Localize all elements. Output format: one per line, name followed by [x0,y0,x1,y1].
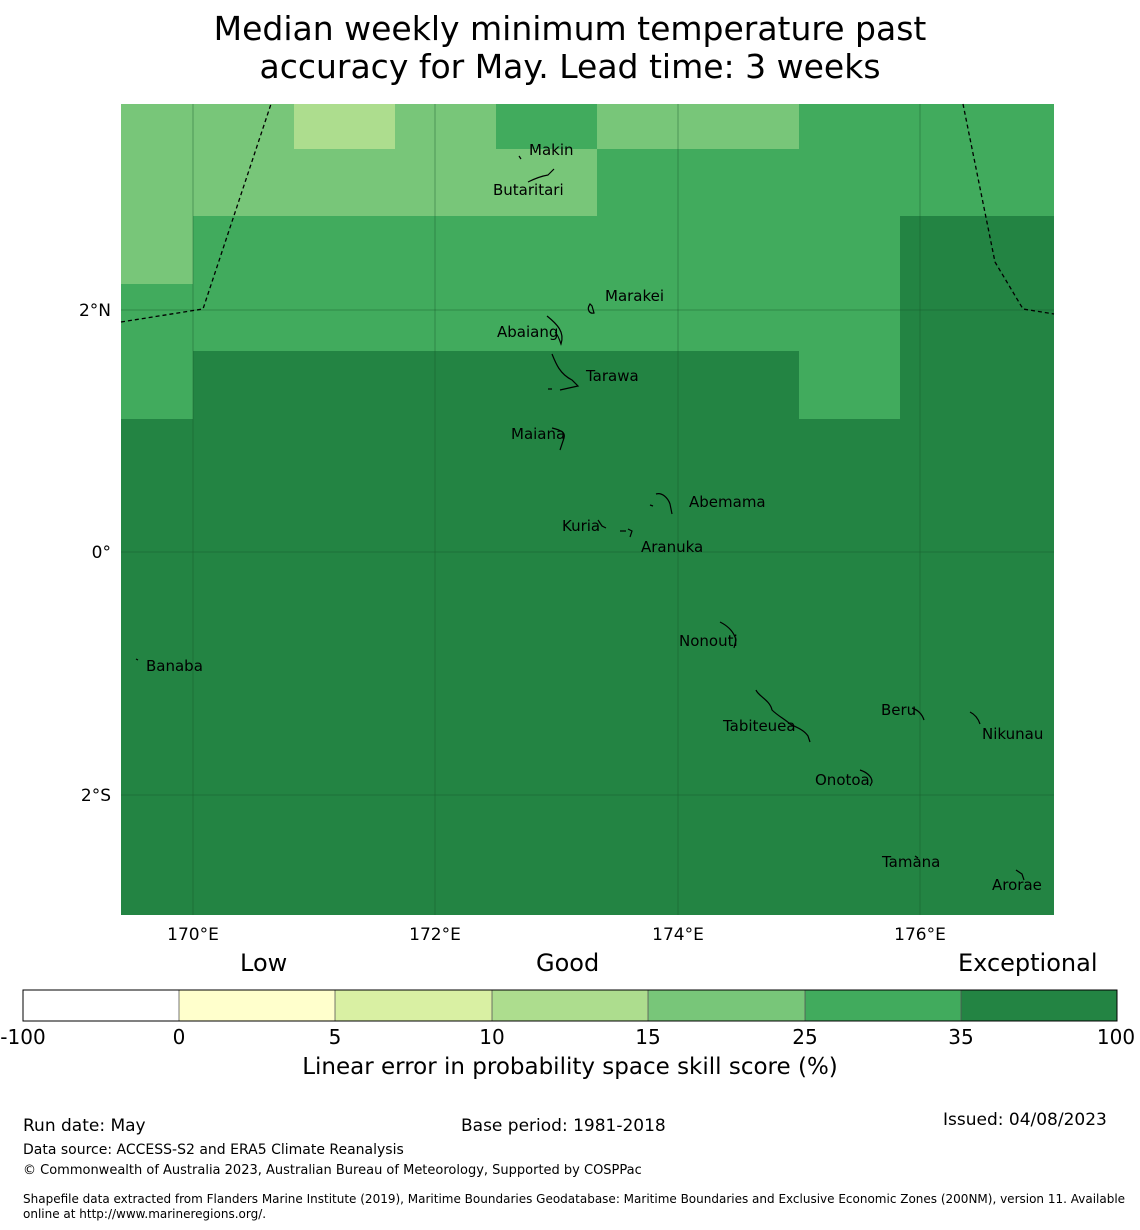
lat-label: 2°N [79,301,111,321]
place-label: Tabiteuea [722,717,796,735]
place-label: Makin [529,141,574,159]
colorbar-segment [961,990,1117,1021]
place-label: Abemama [689,493,766,511]
place-label: Abaiang [497,323,558,341]
colorbar-segment [648,990,805,1021]
eez-boundaries [120,103,1055,323]
map-title: Median weekly minimum temperature past a… [0,10,1140,86]
place-label: Aranuka [641,538,703,556]
lon-label: 170°E [167,925,219,945]
shapefile-credit-line-1: Shapefile data extracted from Flanders M… [23,1192,1126,1206]
category-low: Low [240,949,288,977]
place-label: Onotoa [815,771,870,789]
colorbar-tick: 35 [948,1025,974,1049]
lon-label: 172°E [409,925,461,945]
colorbar-tick: 15 [635,1025,661,1049]
colorbar-tick: -100 [0,1025,46,1049]
run-date: Run date: May [23,1116,146,1136]
data-source: Data source: ACCESS-S2 and ERA5 Climate … [23,1142,404,1158]
place-label: Beru [881,701,916,719]
place-label: Nonouti [679,632,738,650]
colorbar-tick: 25 [792,1025,818,1049]
colorbar-tick: 0 [172,1025,186,1049]
issued-date: Issued: 04/08/2023 [943,1110,1107,1130]
colorbar-segment [23,990,179,1021]
skill-grid [121,104,1054,915]
place-label: Arorae [992,876,1042,894]
colorbar-label: Linear error in probability space skill … [302,1054,838,1080]
title-line-2: accuracy for May. Lead time: 3 weeks [259,47,881,86]
place-label: Kuria [562,517,600,535]
shapefile-credit-line-2: online at http://www.marineregions.org/. [23,1207,267,1221]
category-good: Good [536,949,600,977]
category-exceptional: Exceptional [958,949,1098,977]
lon-label: 176°E [894,925,946,945]
colorbar-segment [335,990,492,1021]
colorbar-segment [805,990,961,1021]
place-label: Butaritari [493,181,564,199]
atoll-outlines [135,155,1025,881]
lat-label: 2°S [81,786,111,806]
axis-labels: 2°N 0° 2°S 170°E 172°E 174°E 176°E [79,301,946,945]
place-labels: Makin Butaritari Marakei Abaiang Tarawa … [146,141,1043,894]
colorbar-segment [179,990,335,1021]
colorbar-tick: 5 [328,1025,342,1049]
base-period: Base period: 1981-2018 [461,1116,666,1136]
place-label: Banaba [146,657,203,675]
colorbar-tick: 10 [479,1025,505,1049]
place-label: Maiana [511,425,565,443]
colorbar [22,989,1118,1022]
copyright: © Commonwealth of Australia 2023, Austra… [23,1163,642,1178]
place-label: Nikunau [982,725,1043,743]
lon-label: 174°E [652,925,704,945]
place-label: Marakei [605,287,664,305]
colorbar-tick: 100 [1096,1025,1136,1049]
lat-label: 0° [92,543,111,563]
graticule [121,104,1054,915]
title-line-1: Median weekly minimum temperature past [213,9,927,48]
colorbar-segment [492,990,648,1021]
place-label: Tamana [881,853,940,871]
place-label: Tarawa [585,367,639,385]
